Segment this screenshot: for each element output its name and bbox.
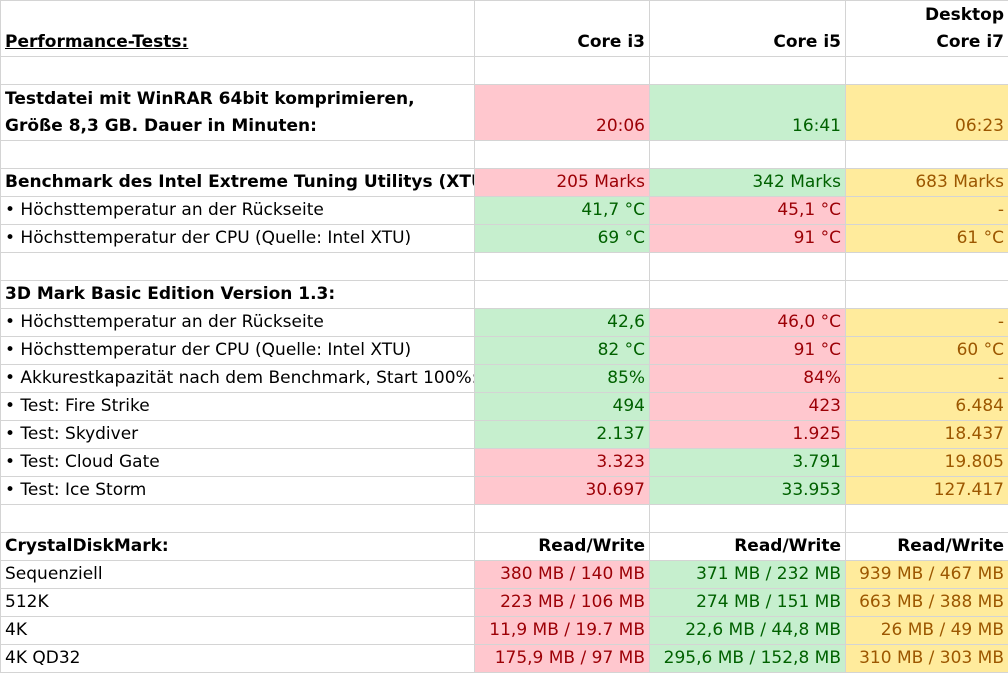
table-row: • Test: Cloud Gate 3.323 3.791 19.805 [0,448,1008,477]
cell-core-i5: 423 [649,392,846,421]
cell-core-i7: - [845,196,1008,225]
row-label: • Höchsttemperatur an der Rückseite [0,196,475,225]
row-label: • Höchsttemperatur an der Rückseite [0,308,475,337]
row-label: Sequenziell [0,560,475,589]
row-label: • Höchsttemperatur der CPU (Quelle: Inte… [0,336,475,365]
cell-core-i3: 2.137 [474,420,650,449]
cell-core-i5: 274 MB / 151 MB [649,588,846,617]
crystal-header-core-i3: Read/Write [474,532,650,561]
xtu-title: Benchmark des Intel Extreme Tuning Utili… [0,168,475,197]
cell-core-i7: - [845,364,1008,393]
cell-core-i3: 82 °C [474,336,650,365]
row-label: 512K [0,588,475,617]
row-label: • Test: Fire Strike [0,392,475,421]
table-title: Performance-Tests: [0,0,475,57]
cell-core-i7: 26 MB / 49 MB [845,616,1008,645]
winrar-label-line2: Größe 8,3 GB. Dauer in Minuten: [5,116,317,136]
table-row: 512K 223 MB / 106 MB 274 MB / 151 MB 663… [0,588,1008,617]
table-row: 4K 11,9 MB / 19.7 MB 22,6 MB / 44,8 MB 2… [0,616,1008,645]
xtu-core-i3: 205 Marks [474,168,650,197]
spacer-row [0,252,1008,281]
col-header-core-i3: Core i3 [474,0,650,57]
col-header-core-i5: Core i5 [649,0,846,57]
row-label: 4K QD32 [0,644,475,673]
spacer-row [0,56,1008,85]
col-header-core-i7: Core i7 [936,32,1004,52]
row-label: • Akkurestkapazität nach dem Benchmark, … [0,364,475,393]
cell-core-i7: 939 MB / 467 MB [845,560,1008,589]
cell-core-i3: 3.323 [474,448,650,477]
cell-core-i3: 380 MB / 140 MB [474,560,650,589]
header-row: Performance-Tests: Core i3 Core i5 Deskt… [0,0,1008,57]
cell-core-i5: 295,6 MB / 152,8 MB [649,644,846,673]
table-row: • Test: Ice Storm 30.697 33.953 127.417 [0,476,1008,505]
row-label: • Test: Cloud Gate [0,448,475,477]
cell-core-i5: 91 °C [649,336,846,365]
cell-core-i5: 84% [649,364,846,393]
cell-core-i7: 663 MB / 388 MB [845,588,1008,617]
table-row-crystal-header: CrystalDiskMark: Read/Write Read/Write R… [0,532,1008,561]
table-row: 4K QD32 175,9 MB / 97 MB 295,6 MB / 152,… [0,644,1008,673]
table-row-winrar: Testdatei mit WinRAR 64bit komprimieren,… [0,84,1008,141]
cell-core-i7: 127.417 [845,476,1008,505]
cell-core-i3: 85% [474,364,650,393]
spacer-row [0,504,1008,533]
table-row-xtu: Benchmark des Intel Extreme Tuning Utili… [0,168,1008,197]
table-row-3dmark: 3D Mark Basic Edition Version 1.3: [0,280,1008,309]
cell-core-i5: 33.953 [649,476,846,505]
crystal-header-core-i5: Read/Write [649,532,846,561]
cell-core-i7: 6.484 [845,392,1008,421]
cell-core-i5: 45,1 °C [649,196,846,225]
3dmark-title: 3D Mark Basic Edition Version 1.3: [0,280,475,309]
winrar-core-i3: 20:06 [474,84,650,141]
row-label: • Höchsttemperatur der CPU (Quelle: Inte… [0,224,475,253]
cell-core-i5: 91 °C [649,224,846,253]
table-row: • Höchsttemperatur der CPU (Quelle: Inte… [0,336,1008,365]
table-row: Sequenziell 380 MB / 140 MB 371 MB / 232… [0,560,1008,589]
cell-core-i7: 19.805 [845,448,1008,477]
table-row: • Akkurestkapazität nach dem Benchmark, … [0,364,1008,393]
winrar-core-i7: 06:23 [845,84,1008,141]
cell-core-i3: 69 °C [474,224,650,253]
cell-core-i5: 3.791 [649,448,846,477]
cell-core-i3: 494 [474,392,650,421]
row-label: 4K [0,616,475,645]
cell-core-i3: 41,7 °C [474,196,650,225]
cell-core-i5: 371 MB / 232 MB [649,560,846,589]
cell-core-i3: 42,6 [474,308,650,337]
table-row: • Höchsttemperatur an der Rückseite 42,6… [0,308,1008,337]
xtu-core-i5: 342 Marks [649,168,846,197]
cell-core-i7: 18.437 [845,420,1008,449]
spacer-row [0,140,1008,169]
col-header-desktop-core-i7: Desktop Core i7 [845,0,1008,57]
table-row: • Test: Skydiver 2.137 1.925 18.437 [0,420,1008,449]
winrar-label: Testdatei mit WinRAR 64bit komprimieren,… [0,84,475,141]
winrar-label-line1: Testdatei mit WinRAR 64bit komprimieren, [5,89,415,109]
table-row: • Höchsttemperatur der CPU (Quelle: Inte… [0,224,1008,253]
col-header-desktop: Desktop [924,5,1004,25]
table-row: • Höchsttemperatur an der Rückseite 41,7… [0,196,1008,225]
table-row: • Test: Fire Strike 494 423 6.484 [0,392,1008,421]
cell-core-i5: 1.925 [649,420,846,449]
cell-core-i3: 175,9 MB / 97 MB [474,644,650,673]
crystal-header-core-i7: Read/Write [845,532,1008,561]
cell-core-i7: - [845,308,1008,337]
cell-core-i7: 310 MB / 303 MB [845,644,1008,673]
winrar-core-i5: 16:41 [649,84,846,141]
row-label: • Test: Ice Storm [0,476,475,505]
crystal-title: CrystalDiskMark: [0,532,475,561]
cell-core-i7: 61 °C [845,224,1008,253]
cell-core-i5: 22,6 MB / 44,8 MB [649,616,846,645]
cell-core-i3: 30.697 [474,476,650,505]
row-label: • Test: Skydiver [0,420,475,449]
xtu-core-i7: 683 Marks [845,168,1008,197]
cell-core-i5: 46,0 °C [649,308,846,337]
cell-core-i3: 11,9 MB / 19.7 MB [474,616,650,645]
cell-core-i7: 60 °C [845,336,1008,365]
cell-core-i3: 223 MB / 106 MB [474,588,650,617]
